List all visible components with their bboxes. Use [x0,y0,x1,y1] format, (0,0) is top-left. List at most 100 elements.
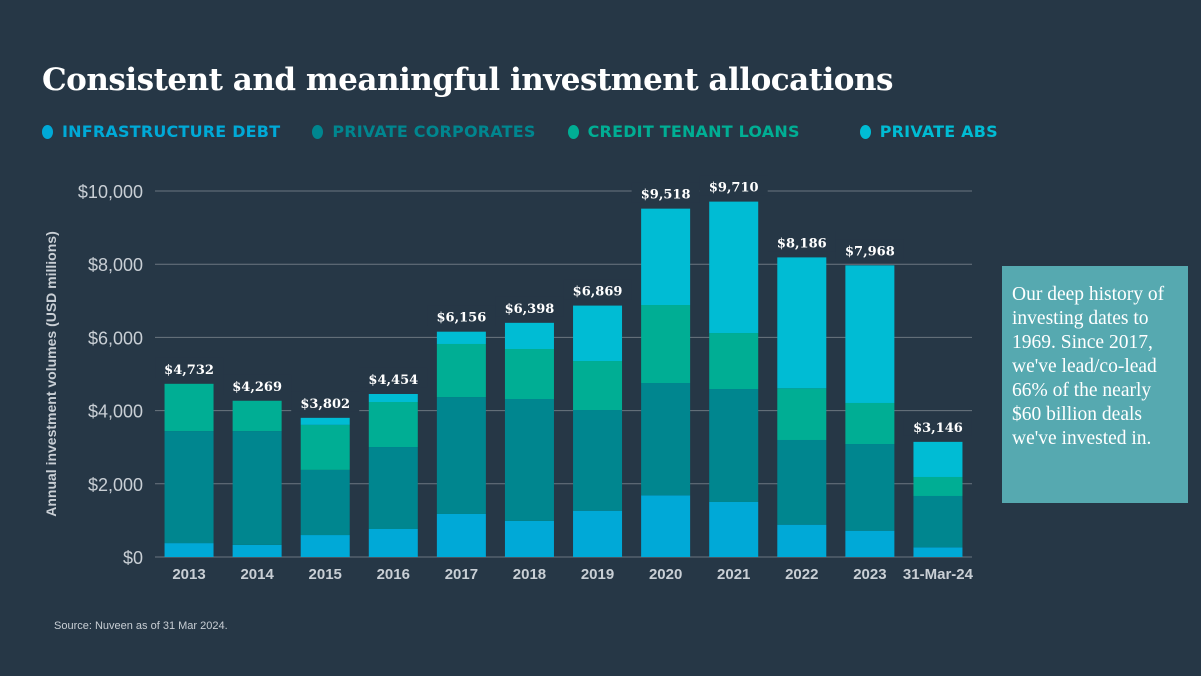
label-background [563,279,632,300]
bar-segment [368,393,418,402]
bar-segment [504,398,554,521]
bar-segment [573,510,623,557]
x-tick-label: 2014 [240,566,274,583]
bar-segment [300,417,350,425]
y-tick-label: $2,000 [88,475,143,495]
legend-label: INFRASTRUCTURE DEBT [62,122,281,141]
total-label: $6,869 [573,285,623,300]
bar-segment [300,469,350,536]
bar-segment [709,201,759,334]
label-background [291,391,360,412]
legend-swatch [859,124,871,139]
total-label: $8,186 [777,236,827,251]
label-background [359,367,428,388]
bar-segment [368,401,418,448]
total-label: $6,156 [436,311,486,326]
total-label: $6,398 [505,302,555,317]
bar-segment [777,524,827,557]
total-label: $3,802 [300,397,350,412]
bar-segment [368,447,418,530]
x-tick-label: 2016 [377,566,410,583]
legend-swatch [42,124,53,139]
bar-segment [504,349,554,399]
legend-item: PRIVATE CORPORATES [312,122,535,141]
x-tick-label: 31-Mar-24 [903,566,974,583]
bar-segment [436,343,486,398]
bar-segment [777,257,827,389]
bar-segment [913,495,963,548]
bar-segment [164,383,214,432]
label-background [631,182,700,203]
label-background [699,175,768,196]
legend-item: INFRASTRUCTURE DEBT [42,122,280,141]
bar-segment [845,402,895,445]
legend-swatch [567,124,579,139]
label-background [835,239,904,260]
bar-segment [641,495,691,557]
bar-segment [777,388,827,440]
y-tick-label: $6,000 [88,328,143,348]
bar-segment [777,439,827,525]
x-tick-label: 2022 [785,566,818,583]
bar-segment [300,535,350,557]
y-tick-label: $4,000 [88,402,143,422]
bar-segment [641,383,691,496]
y-tick-label: $8,000 [88,255,143,275]
bar-segment [709,333,759,390]
legend-label: CREDIT TENANT LOANS [587,122,800,141]
x-tick-label: 2015 [309,566,342,583]
callout-note: Our deep history of investing dates to 1… [1002,266,1188,503]
x-tick-label: 2020 [649,566,682,583]
bar-segment [845,444,895,531]
x-tick-label: 2013 [172,566,205,583]
total-label: $4,732 [164,363,214,378]
source-note: Source: Nuveen as of 31 Mar 2024. [54,620,228,632]
bar-segment [436,397,486,514]
total-label: $7,968 [845,244,895,259]
total-label: $4,269 [232,380,282,395]
y-tick-label: $10,000 [78,182,143,202]
x-tick-label: 2021 [717,566,750,583]
bar-segment [913,476,963,496]
bar-segment [504,520,554,557]
bar-segment [504,322,554,350]
bar-segment [436,513,486,557]
legend-label: PRIVATE CORPORATES [332,122,536,141]
bar-segment [845,265,895,403]
y-tick-label: $0 [123,548,143,568]
chart-title: Consistent and meaningful investment all… [42,62,893,98]
label-background [427,305,496,326]
total-label: $3,146 [913,421,963,436]
legend-label: PRIVATE ABS [879,122,998,141]
bar-segment [232,400,282,432]
total-label: $9,710 [709,181,759,196]
bar-segment [573,305,623,362]
label-background [767,231,836,252]
y-axis-label: Annual investment volumes (USD millions) [43,231,59,517]
x-tick-label: 2017 [445,566,478,583]
bar-segment [845,530,895,557]
total-label: $4,454 [368,373,418,388]
bar-segment [232,544,282,557]
legend-swatch [312,124,324,139]
bar-segment [164,543,214,557]
bar-segment [913,441,963,477]
bar-segment [573,361,623,411]
bar-segment [641,305,691,384]
bar-segment [232,431,282,545]
bar-segment [641,208,691,306]
total-label: $9,518 [641,188,691,203]
bar-segment [709,501,759,557]
bar-segment [436,331,486,344]
bar-segment [164,431,214,544]
legend-item: PRIVATE ABS [859,122,998,141]
x-tick-label: 2023 [853,566,886,583]
bar-segment [368,529,418,557]
bar-segment [709,389,759,502]
legend: INFRASTRUCTURE DEBT PRIVATE CORPORATES CRE… [42,122,1030,141]
x-tick-label: 2018 [513,566,546,583]
label-background [495,296,564,317]
label-background [903,415,972,436]
x-tick-label: 2019 [581,566,614,583]
